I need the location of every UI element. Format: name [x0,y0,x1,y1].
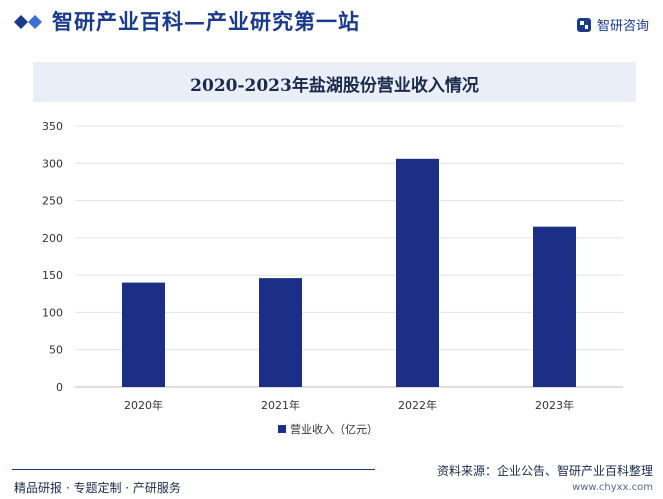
footer-url[interactable]: www.chyxx.com [572,482,653,493]
y-tick-label: 50 [49,344,63,357]
x-tick-label: 2020年 [124,398,163,412]
y-tick-label: 300 [42,157,63,170]
y-tick-label: 0 [56,381,63,394]
x-tick-label: 2022年 [398,398,437,412]
y-tick-label: 200 [42,232,63,245]
legend-swatch [278,425,286,433]
bar [259,278,302,387]
chart-title-band: 2020-2023年盐湖股份营业收入情况 [33,62,636,102]
y-tick-label: 250 [42,195,63,208]
x-tick-label: 2021年 [261,398,300,412]
bar [396,158,439,387]
y-tick-label: 150 [42,269,63,282]
chart-title: 2020-2023年盐湖股份营业收入情况 [190,76,479,96]
brand-logo[interactable]: 智研咨询 [576,15,649,34]
brand-logo-text: 智研咨询 [596,19,649,34]
header: 智研产业百科—产业研究第一站 智研咨询 [0,0,663,42]
x-tick-label: 2023年 [535,398,574,412]
bar [122,282,165,387]
brand-logo-icon [576,17,591,32]
footer-divider [12,469,375,470]
site-title: 智研产业百科—产业研究第一站 [52,9,360,34]
legend-label: 营业收入（亿元） [290,422,378,436]
data-source: 资料来源：企业公告、智研产业百科整理 [436,464,653,478]
y-tick-label: 350 [42,120,63,133]
diamond-icon [14,15,42,29]
bar [533,226,576,387]
y-tick-label: 100 [42,306,63,319]
footer-tagline: 精品研报 · 专题定制 · 产研服务 [14,481,181,495]
